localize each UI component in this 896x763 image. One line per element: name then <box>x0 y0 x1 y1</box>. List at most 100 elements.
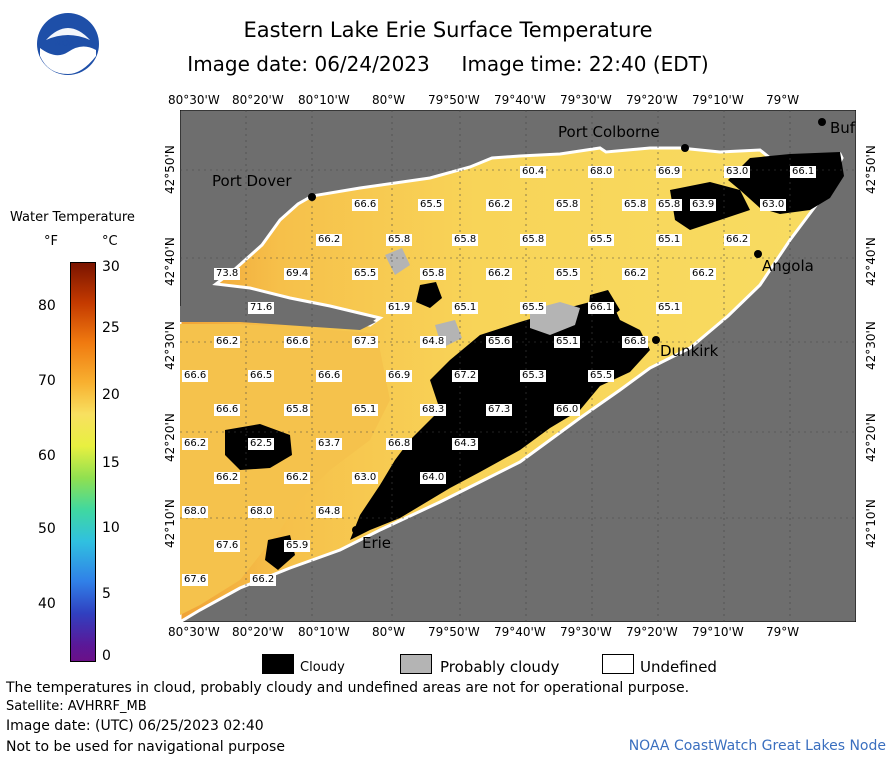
temp-value: 66.2 <box>486 268 513 280</box>
lon-bottom-label: 80°20'W <box>232 625 284 639</box>
lon-bottom-label: 79°50'W <box>428 625 480 639</box>
temp-value: 64.0 <box>420 472 447 484</box>
temp-value: 68.0 <box>588 166 615 178</box>
temp-value: 63.9 <box>690 199 717 211</box>
port-colborne-marker <box>681 144 689 152</box>
key-cloudy-label: Cloudy <box>300 660 345 675</box>
lon-bottom-label: 80°10'W <box>298 625 350 639</box>
temp-value: 66.2 <box>214 336 241 348</box>
lon-bottom-label: 79°W <box>766 625 800 639</box>
f-tick: 60 <box>38 448 56 464</box>
c-tick: 15 <box>102 455 120 471</box>
f-tick: 80 <box>38 298 56 314</box>
credit-line: NOAA CoastWatch Great Lakes Node <box>628 738 886 754</box>
lon-bottom-label: 79°10'W <box>692 625 744 639</box>
lat-right-label: 42°50'N <box>864 145 878 194</box>
temp-value: 66.6 <box>316 370 343 382</box>
temp-value: 67.6 <box>214 540 241 552</box>
temp-value: 65.1 <box>452 302 479 314</box>
lon-top-label: 80°10'W <box>298 93 350 107</box>
temp-value: 65.5 <box>588 234 615 246</box>
temp-value: 64.3 <box>452 438 479 450</box>
c-tick: 20 <box>102 387 120 403</box>
temp-value: 66.2 <box>724 234 751 246</box>
temp-value: 71.6 <box>248 302 275 314</box>
lon-top-label: 79°20'W <box>626 93 678 107</box>
temp-value: 66.6 <box>214 404 241 416</box>
lon-bottom-label: 80°30'W <box>168 625 220 639</box>
temp-value: 65.8 <box>452 234 479 246</box>
utc-image-date: Image date: (UTC) 06/25/2023 02:40 <box>6 718 264 734</box>
f-tick: 70 <box>38 373 56 389</box>
place-port-dover: Port Dover <box>212 172 292 190</box>
temp-value: 66.1 <box>588 302 615 314</box>
lat-right-label: 42°40'N <box>864 237 878 286</box>
disclaimer-note: The temperatures in cloud, probably clou… <box>6 680 690 696</box>
lat-left-label: 42°30'N <box>163 321 177 370</box>
temp-value: 65.8 <box>284 404 311 416</box>
c-tick: 0 <box>102 648 111 664</box>
temp-value: 65.3 <box>520 370 547 382</box>
temp-value: 65.5 <box>352 268 379 280</box>
temp-value: 65.1 <box>554 336 581 348</box>
temp-value: 68.0 <box>248 506 275 518</box>
logo-text: NOAA <box>55 39 82 49</box>
dunkirk-marker <box>652 336 660 344</box>
lon-top-label: 79°W <box>766 93 800 107</box>
navigation-disclaimer: Not to be used for navigational purpose <box>6 739 285 755</box>
place-angola: Angola <box>762 257 814 275</box>
prob-cloud-2 <box>385 248 410 275</box>
lon-top-label: 80°20'W <box>232 93 284 107</box>
key-cloudy-swatch <box>262 654 294 674</box>
temp-value: 66.1 <box>790 166 817 178</box>
temp-value: 68.3 <box>420 404 447 416</box>
lon-bottom-label: 79°20'W <box>626 625 678 639</box>
lon-top-label: 79°30'W <box>560 93 612 107</box>
f-tick: 40 <box>38 596 56 612</box>
place-port-colborne: Port Colborne <box>558 123 660 141</box>
temp-value: 65.1 <box>656 302 683 314</box>
temp-value: 65.9 <box>284 540 311 552</box>
f-tick: 50 <box>38 521 56 537</box>
angola-marker <box>754 250 762 258</box>
temp-value: 65.8 <box>554 199 581 211</box>
temp-value: 66.2 <box>214 472 241 484</box>
temp-value: 64.8 <box>316 506 343 518</box>
lat-left-label: 42°10'N <box>163 499 177 548</box>
temp-value: 63.7 <box>316 438 343 450</box>
lon-top-label: 80°W <box>372 93 406 107</box>
temp-value: 65.8 <box>656 199 683 211</box>
temp-value: 63.0 <box>352 472 379 484</box>
c-tick: 10 <box>102 520 120 536</box>
temp-value: 60.4 <box>520 166 547 178</box>
lat-right-label: 42°20'N <box>864 413 878 462</box>
place-erie: Erie <box>362 534 392 552</box>
lat-left-label: 42°40'N <box>163 237 177 286</box>
lon-top-label: 79°50'W <box>428 93 480 107</box>
temp-value: 65.1 <box>656 234 683 246</box>
temp-value: 66.6 <box>284 336 311 348</box>
image-date-time: Image date: 06/24/2023 Image time: 22:40… <box>187 52 709 76</box>
temp-value: 67.2 <box>452 370 479 382</box>
temp-value: 66.2 <box>250 574 277 586</box>
temp-value: 73.8 <box>214 268 241 280</box>
temp-value: 68.0 <box>182 506 209 518</box>
cloud-small-1 <box>416 282 442 308</box>
temp-value: 65.8 <box>520 234 547 246</box>
temp-value: 65.8 <box>386 234 413 246</box>
c-tick: 25 <box>102 320 120 336</box>
temp-value: 66.0 <box>554 404 581 416</box>
satellite-info: Satellite: AVHRRF_MB <box>6 699 147 714</box>
temp-value: 67.3 <box>486 404 513 416</box>
temp-value: 66.2 <box>182 438 209 450</box>
place-buffalo: Buf <box>830 119 856 137</box>
color-bar <box>70 262 96 662</box>
temp-value: 65.6 <box>486 336 513 348</box>
temp-value: 69.4 <box>284 268 311 280</box>
temp-value: 66.2 <box>486 199 513 211</box>
lat-right-label: 42°30'N <box>864 321 878 370</box>
temp-value: 65.5 <box>554 268 581 280</box>
temp-value: 66.9 <box>386 370 413 382</box>
port-dover-marker <box>308 193 316 201</box>
temp-value: 66.2 <box>690 268 717 280</box>
